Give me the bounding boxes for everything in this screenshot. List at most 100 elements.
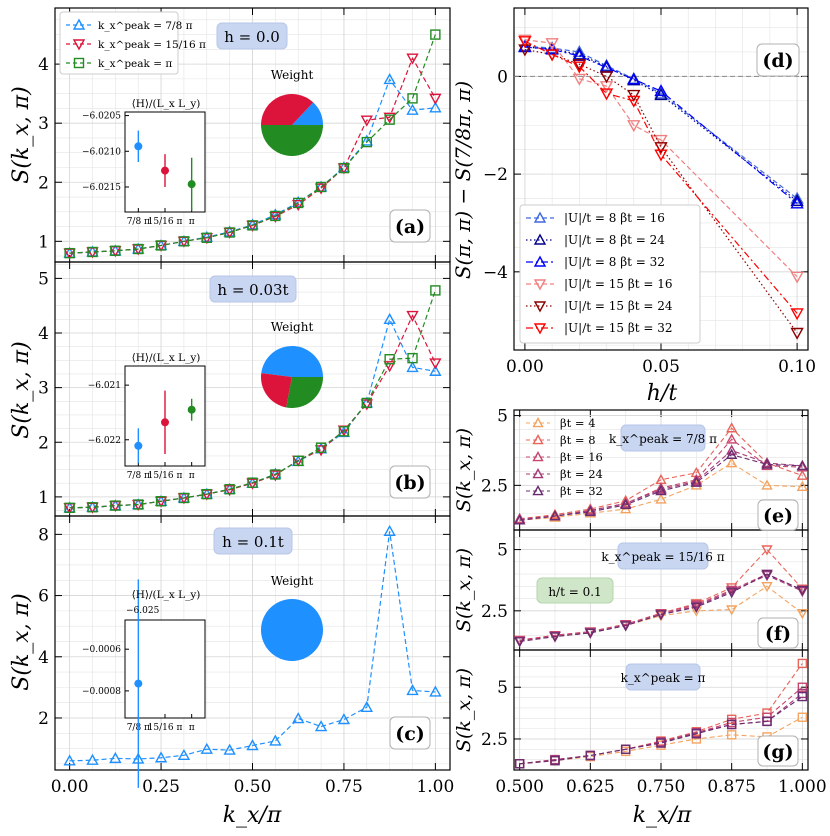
series-line	[519, 438, 803, 520]
panel-label-g: (g)	[762, 741, 793, 763]
data-point	[155, 240, 167, 251]
data-point	[620, 744, 631, 755]
annotation-g: k_x^peak = π	[621, 671, 706, 685]
data-point	[513, 514, 526, 525]
data-point	[572, 59, 587, 72]
data-point	[429, 93, 442, 105]
data-point	[87, 246, 98, 258]
legend-marker	[533, 233, 547, 245]
series-line	[519, 427, 803, 520]
data-point	[790, 308, 804, 321]
pie-slice	[292, 102, 323, 125]
inset-x-tick-label: 15/16 π	[148, 723, 183, 733]
data-point	[761, 569, 773, 581]
y-tick-label: 3	[38, 379, 49, 399]
annotation-box-b: h = 0.03t	[209, 275, 297, 303]
legend-label: βt = 32	[560, 484, 603, 498]
data-point	[619, 498, 632, 510]
data-point	[154, 751, 168, 763]
legend-box	[59, 11, 179, 75]
series-line	[519, 663, 803, 765]
y-tick-label: 6	[38, 587, 49, 607]
legend-marker	[72, 39, 86, 51]
series-line	[69, 34, 436, 254]
data-point	[627, 89, 641, 102]
data-point	[86, 753, 99, 765]
ylabel-d: S(π, π) − S(7/8π, π)	[451, 81, 475, 279]
data-point	[518, 36, 532, 49]
x-tick-label: 0.00	[506, 357, 544, 377]
legend-label: |U|/t = 15 βt = 16	[564, 277, 673, 291]
axes-frame	[513, 649, 809, 771]
inset-point	[161, 166, 169, 175]
y-tick-label: 2	[38, 173, 49, 193]
data-point	[315, 181, 327, 193]
data-point	[269, 470, 282, 482]
x-tick-label: 0.50	[234, 777, 272, 797]
data-point	[725, 433, 738, 444]
annotation-box-e: k_x^peak = 7/8 π	[609, 424, 717, 452]
data-point	[360, 700, 373, 712]
x-tick-label: 0.625	[566, 777, 615, 797]
x-tick-label: 0.05	[642, 357, 680, 377]
panel-label-box-g: (g)	[757, 735, 799, 767]
data-point	[797, 712, 808, 722]
data-point	[269, 208, 282, 220]
data-point	[314, 445, 328, 457]
y-tick-label: 2.5	[481, 730, 508, 750]
legend-marker	[533, 279, 547, 291]
data-point	[690, 602, 703, 614]
legend-label: k_x^peak = π	[98, 58, 172, 70]
data-point	[518, 40, 532, 53]
pie-title-b: Weight	[271, 320, 314, 334]
series-line	[519, 449, 803, 521]
data-point	[270, 469, 281, 480]
data-point	[293, 197, 304, 209]
side-annotation-f: h/t = 0.1	[548, 585, 601, 599]
legend-marker	[532, 468, 544, 479]
annotation-e: k_x^peak = 7/8 π	[609, 432, 717, 446]
pie-slice	[261, 346, 323, 377]
y-tick-label: 2	[38, 709, 49, 729]
legend-marker	[533, 301, 547, 313]
pie-slice	[261, 125, 323, 156]
data-point	[315, 442, 327, 453]
data-point	[383, 312, 396, 325]
data-point	[177, 748, 191, 761]
xlabel-c: k_x/π	[223, 803, 282, 828]
legend-label: βt = 24	[560, 467, 603, 481]
inset-title-c: ⟨H⟩/(L_x L_y)	[132, 589, 201, 601]
data-point	[360, 115, 373, 127]
data-point	[337, 713, 351, 725]
x-tick-label: 0.75	[325, 777, 363, 797]
inset-x-tick-label: π	[189, 217, 195, 227]
series-line	[519, 573, 803, 642]
data-point	[726, 730, 737, 740]
panel-label-a: (a)	[395, 216, 425, 238]
x-tick-label: 0.00	[51, 777, 89, 797]
data-point	[429, 101, 442, 113]
inset-point	[134, 142, 143, 151]
data-point	[518, 44, 532, 57]
data-point	[429, 358, 442, 370]
data-point	[762, 716, 772, 727]
annotation-box-c: h = 0.1t	[213, 527, 293, 555]
x-tick-label: 0.25	[142, 777, 180, 797]
legend-marker	[532, 417, 544, 428]
data-point	[513, 637, 526, 648]
data-point	[655, 493, 667, 504]
data-point	[514, 759, 525, 769]
data-point	[690, 476, 703, 487]
data-point	[572, 47, 587, 60]
data-point	[627, 120, 641, 133]
data-point	[383, 361, 396, 373]
data-point	[178, 236, 190, 247]
panel-f: 2.55	[481, 529, 809, 651]
data-point	[384, 114, 395, 125]
panel-label-e: (e)	[763, 505, 793, 527]
data-point	[627, 95, 641, 108]
data-point	[406, 360, 419, 373]
legend-label: βt = 4	[560, 416, 596, 430]
data-point	[796, 469, 809, 480]
data-point	[691, 734, 702, 744]
